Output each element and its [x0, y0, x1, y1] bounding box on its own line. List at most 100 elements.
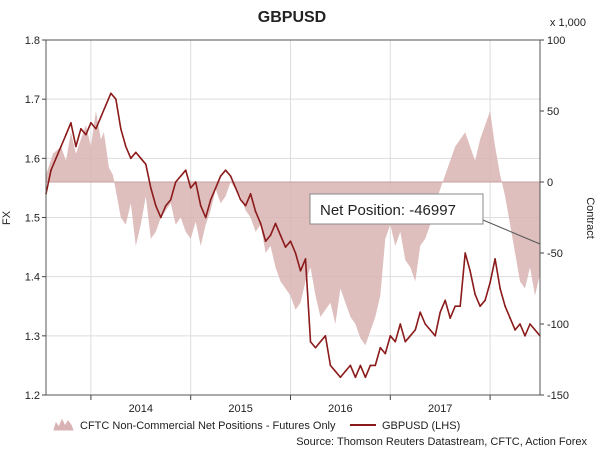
gbpusd-point — [364, 376, 367, 379]
callout-box — [309, 193, 484, 225]
gbpusd-point — [274, 222, 277, 225]
left-tick-label: 1.6 — [25, 153, 40, 165]
axes: 1.8 1.7 1.6 1.5 1.4 1.3 1.2 100 50 0 -50 -100 -150 20… — [25, 35, 569, 415]
gbpusd-point — [459, 305, 461, 308]
gbpusd-point — [379, 346, 382, 349]
gbpusd-point — [409, 335, 412, 337]
gbpusd-point — [319, 340, 322, 343]
gbpusd-point — [120, 127, 122, 130]
right-tick-label: -150 — [547, 390, 569, 402]
gbpusd-point — [329, 364, 332, 367]
gbpusd-point — [60, 145, 62, 148]
left-tick-label: 1.2 — [25, 390, 40, 402]
gbpusd-point — [194, 181, 197, 183]
callout-label: Net Position: — [320, 202, 405, 219]
gbpusd-point — [444, 299, 446, 302]
gbpusd-point — [399, 323, 402, 325]
positions-area-fill — [46, 111, 540, 346]
gbpusd-point — [394, 340, 397, 343]
gbpusd-point — [199, 204, 202, 207]
gbpusd-point — [229, 175, 232, 177]
gbpusd-point — [339, 376, 342, 379]
gbpusd-point — [169, 198, 172, 201]
legend-label-positions: CFTC Non-Commercial Net Positions - Futu… — [80, 420, 336, 432]
gbpusd-point — [184, 169, 187, 171]
gbpusd-point — [284, 246, 287, 248]
callout-text: Net Position: -46997 — [320, 202, 456, 219]
gbpusd-point — [140, 157, 142, 160]
right-tick-label: -50 — [547, 248, 563, 260]
gbpusd-point — [105, 104, 107, 106]
gbpusd-point — [234, 187, 237, 189]
right-axis-unit: x 1,000 — [550, 17, 586, 29]
net-position-callout: Net Position: -46997 — [309, 193, 541, 245]
gbpusd-point — [289, 240, 292, 242]
right-axis-label: Contract — [584, 197, 596, 239]
left-tick-label: 1.3 — [25, 331, 40, 343]
right-tick-label: 100 — [547, 35, 565, 47]
gbpusd-point — [354, 376, 357, 379]
gbpusd-point — [159, 216, 162, 219]
gbpusd-point — [454, 305, 456, 308]
gbpusd-point — [90, 122, 92, 124]
left-tick-label: 1.4 — [25, 272, 40, 284]
left-axis-label: FX — [1, 210, 13, 225]
gbpusd-point — [239, 198, 242, 201]
legend-swatch-positions — [53, 418, 74, 431]
gbpusd-point — [324, 335, 327, 337]
x-tick-label: 2014 — [129, 403, 153, 415]
gbpusd-point — [404, 340, 407, 343]
gbpusd-point — [249, 193, 252, 195]
gbpusd-line-path — [45, 92, 541, 379]
gbpusd-point — [484, 299, 486, 302]
gbpusd-point — [529, 323, 531, 325]
gbpusd-point — [149, 187, 152, 189]
gbpusd-point — [504, 305, 506, 308]
gbpusd-point — [469, 269, 471, 272]
gbpusd-point — [509, 317, 511, 319]
gbpusd-point — [189, 187, 192, 189]
gbpusd-point — [474, 293, 476, 296]
chart-title: GBPUSD — [258, 9, 326, 26]
x-tick-label: 2016 — [328, 403, 352, 415]
gbpusd-point — [519, 323, 521, 325]
gbpusd-point — [424, 323, 427, 325]
gbpusd-point — [95, 127, 97, 130]
gbpusd-point — [374, 364, 377, 367]
gbpusd-point — [125, 145, 127, 148]
gbpusd-point — [489, 281, 491, 284]
right-tick-label: 0 — [547, 177, 553, 189]
gbpusd-point — [299, 269, 302, 272]
callout-value: -46997 — [409, 202, 456, 219]
gbpusd-point — [514, 329, 516, 331]
gbpusd-point — [100, 116, 102, 118]
gbpusd-point — [144, 163, 147, 166]
gbpusd-point — [85, 133, 87, 136]
gbpusd-point — [479, 305, 481, 308]
left-tick-label: 1.8 — [25, 35, 40, 47]
gbpusd-point — [214, 187, 217, 189]
right-tick-label: 50 — [547, 106, 559, 118]
gbpusd-point — [334, 370, 337, 373]
gbpusd-point — [75, 145, 77, 148]
gbpusd-point — [359, 364, 362, 367]
gbpusd-point — [279, 234, 282, 237]
gbpusd-point — [50, 169, 52, 171]
gbpusd-point — [224, 169, 227, 171]
gbpusd-point — [174, 181, 177, 183]
source-note: Source: Thomson Reuters Datastream, CFTC… — [296, 436, 587, 448]
gbpusd-point — [259, 222, 262, 225]
x-tick-label: 2017 — [428, 403, 452, 415]
positions-area — [46, 111, 540, 346]
gbpusd-point — [499, 287, 501, 290]
gbpusd-point — [65, 133, 67, 136]
gbpusd-point — [439, 311, 442, 313]
gbpusd-point — [254, 210, 257, 213]
gbpusd-point — [204, 216, 207, 219]
gbpusd-point — [55, 157, 57, 160]
gbpusd-point — [115, 98, 117, 100]
gbpusd-point — [464, 252, 466, 254]
gbpusd-point — [524, 335, 526, 337]
